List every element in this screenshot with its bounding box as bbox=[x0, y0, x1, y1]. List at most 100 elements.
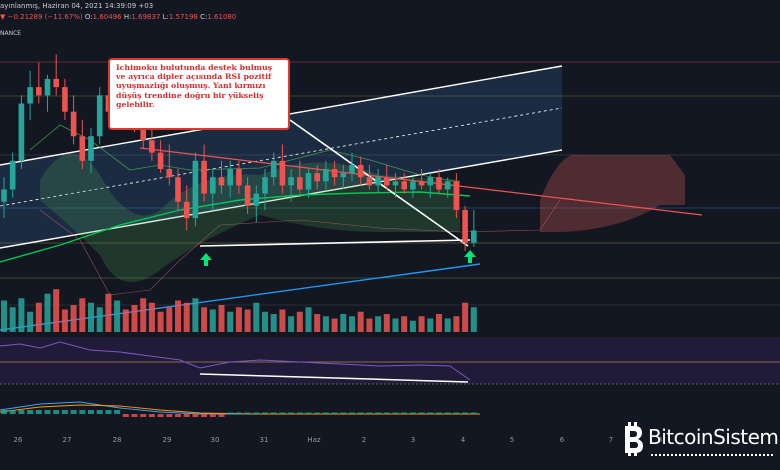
channel-lower-line bbox=[0, 149, 563, 249]
volume-bar bbox=[427, 318, 434, 332]
candle-body bbox=[62, 87, 68, 112]
volume-bar bbox=[262, 311, 268, 332]
macd-histogram-bar bbox=[61, 410, 68, 414]
volume-bar bbox=[401, 316, 408, 332]
candle-body bbox=[410, 181, 416, 190]
candle-body bbox=[357, 164, 364, 178]
macd-histogram-bar bbox=[462, 412, 469, 414]
volume-bar bbox=[218, 305, 225, 332]
macd-histogram-bar bbox=[383, 412, 390, 414]
volume-bar bbox=[157, 311, 164, 332]
macd-histogram-bar bbox=[9, 410, 16, 414]
open-value: 1.60496 bbox=[92, 13, 122, 21]
volume-bar bbox=[349, 316, 355, 332]
volume-bar bbox=[35, 302, 42, 332]
volume-bar bbox=[453, 316, 460, 332]
volume-bar bbox=[114, 300, 121, 332]
candle-body bbox=[279, 160, 286, 186]
cloud-span-b bbox=[39, 199, 561, 296]
macd-histogram-bar bbox=[148, 414, 155, 417]
macd-histogram-bar bbox=[201, 414, 208, 417]
volume-bar bbox=[270, 314, 277, 332]
candle-body bbox=[96, 95, 103, 137]
high-label: H: bbox=[123, 13, 132, 21]
macd-histogram-bar bbox=[305, 412, 312, 414]
candle-body bbox=[253, 193, 260, 206]
candle-body bbox=[305, 173, 312, 190]
candle-body bbox=[244, 185, 251, 206]
volume-bar bbox=[331, 318, 338, 332]
header-title: ayınlanmış, Haziran 04, 2021 14:39:09 +0… bbox=[0, 2, 154, 10]
candle-body bbox=[1, 189, 7, 202]
volume-bar bbox=[131, 305, 138, 332]
volume-bar bbox=[409, 320, 416, 332]
volume-bar bbox=[375, 316, 382, 332]
buy-signal-arrow-icon bbox=[200, 253, 212, 266]
volume-bar bbox=[418, 316, 425, 332]
candle-body bbox=[462, 209, 468, 243]
macd-histogram-bar bbox=[227, 412, 234, 414]
macd-histogram-bar bbox=[253, 412, 260, 414]
volume-bar bbox=[27, 311, 34, 332]
candle-body bbox=[453, 181, 460, 210]
volume-bar bbox=[88, 302, 94, 332]
candle-body bbox=[18, 103, 25, 161]
candle-body bbox=[418, 181, 425, 186]
macd-histogram-bar bbox=[27, 410, 34, 414]
volume-bar bbox=[9, 307, 16, 332]
low-label: L: bbox=[162, 13, 169, 21]
volume-bar bbox=[175, 300, 181, 332]
macd-histogram-bar bbox=[296, 412, 303, 414]
candle-body bbox=[166, 169, 173, 178]
candle-body bbox=[392, 181, 399, 186]
x-tick-label: 3 bbox=[411, 436, 415, 444]
macd-histogram-bar bbox=[209, 414, 216, 417]
volume-bar bbox=[209, 309, 216, 332]
volume-bar bbox=[53, 289, 60, 332]
change-value: ▼ −0.21289 (−11.67%) bbox=[0, 13, 83, 21]
macd-histogram-bar bbox=[436, 412, 442, 414]
volume-bar bbox=[201, 307, 208, 332]
volume-bar bbox=[436, 314, 442, 332]
macd-histogram-bar bbox=[88, 410, 94, 414]
macd-histogram-bar bbox=[218, 414, 225, 417]
low-value: 1.57198 bbox=[168, 13, 198, 21]
callout-text: Ichimoku bulutunda destek bulmuş ve ayrı… bbox=[116, 63, 273, 109]
macd-histogram-bar bbox=[114, 410, 121, 414]
macd-histogram-bar bbox=[105, 410, 112, 414]
volume-bar bbox=[340, 314, 347, 332]
candle-body bbox=[270, 160, 277, 178]
bitcoin-logo-icon bbox=[625, 422, 643, 456]
macd-histogram-bar bbox=[409, 412, 416, 414]
macd-histogram-bar bbox=[35, 410, 42, 414]
volume-bar bbox=[314, 314, 321, 332]
candle-body bbox=[384, 177, 390, 186]
brand-underline bbox=[651, 454, 773, 456]
macd-histogram-bar bbox=[1, 410, 7, 414]
candle-body bbox=[331, 169, 338, 178]
macd-histogram-bar bbox=[444, 412, 451, 414]
volume-bar bbox=[122, 309, 129, 332]
macd-histogram-bar bbox=[349, 412, 355, 414]
macd-histogram-bar bbox=[270, 412, 277, 414]
candle-body bbox=[149, 140, 155, 153]
candle-body bbox=[349, 164, 355, 174]
candle-body bbox=[9, 160, 16, 190]
close-label: C: bbox=[200, 13, 208, 21]
volume-bar bbox=[383, 314, 390, 332]
macd-histogram-bar bbox=[175, 414, 181, 417]
green-ma-line bbox=[0, 191, 471, 263]
macd-histogram-bar bbox=[140, 414, 147, 417]
volume-bar bbox=[192, 298, 199, 332]
candle-body bbox=[218, 177, 225, 186]
volume-bar bbox=[366, 318, 373, 332]
exchange-label: NANCE bbox=[0, 30, 22, 37]
support-line bbox=[199, 239, 471, 247]
volume-bar bbox=[244, 309, 251, 332]
candle-body bbox=[44, 78, 51, 96]
candle-body bbox=[444, 181, 451, 190]
open-label: O: bbox=[84, 13, 93, 21]
candle-body bbox=[323, 169, 329, 182]
analysis-callout: Ichimoku bulutunda destek bulmuş ve ayrı… bbox=[108, 58, 290, 130]
